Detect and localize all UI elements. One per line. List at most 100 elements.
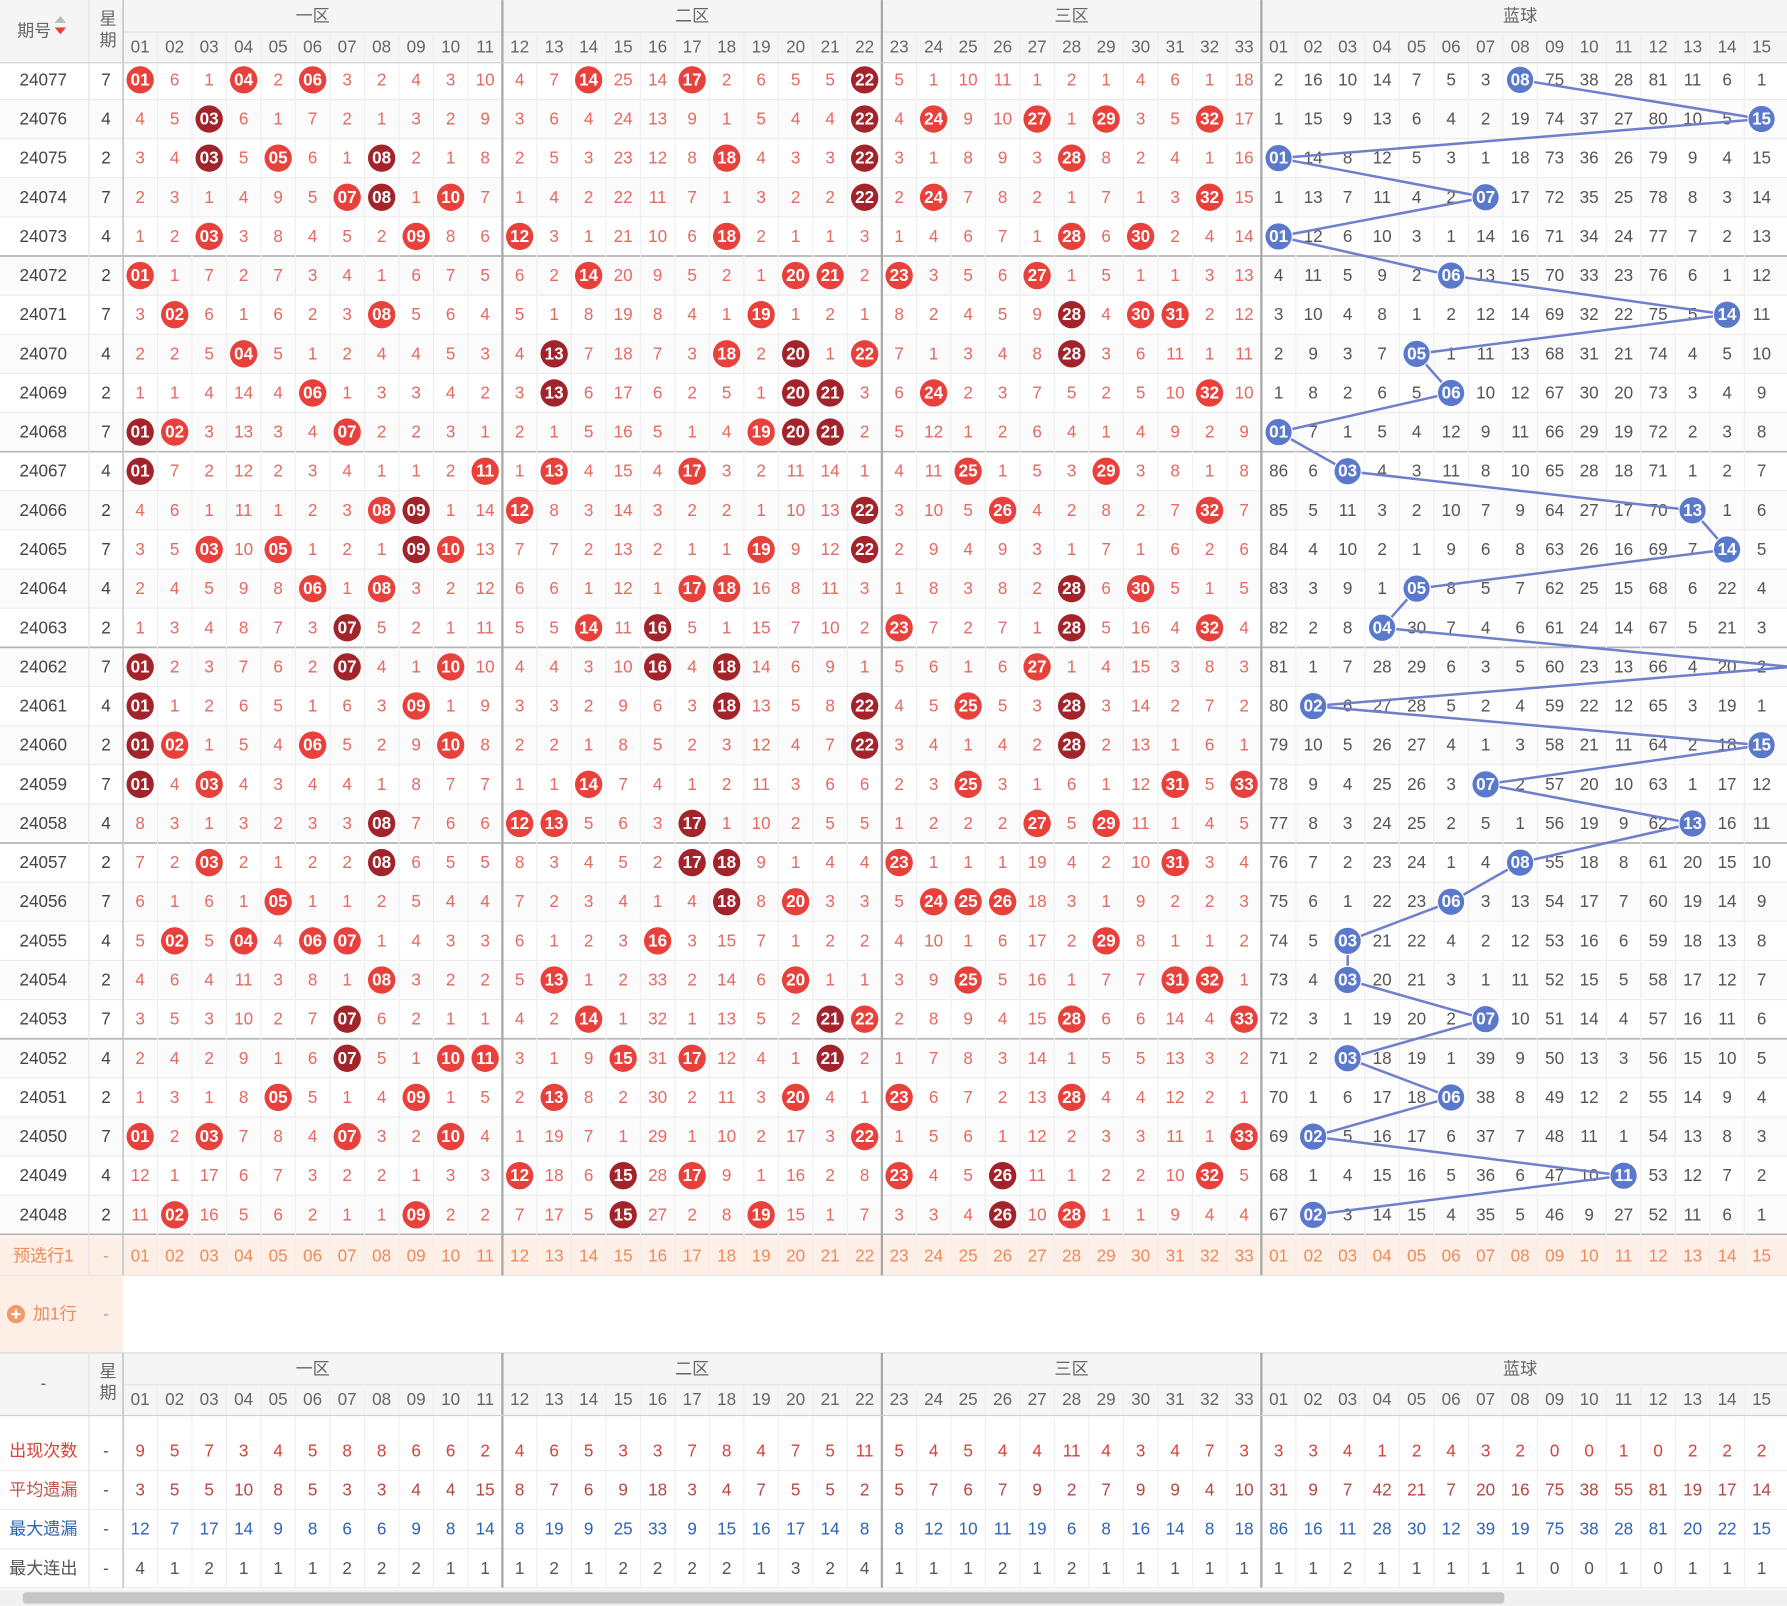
- omission: 5: [411, 305, 421, 324]
- stat-value: 86: [1269, 1520, 1288, 1539]
- omission: 6: [1308, 462, 1318, 481]
- omission: 5: [963, 266, 973, 285]
- stat-value: 21: [1407, 1481, 1426, 1500]
- stat-value: 4: [860, 1559, 870, 1578]
- omission: 6: [791, 657, 801, 676]
- stat-value: 7: [1446, 1481, 1456, 1500]
- red-ball: [850, 183, 879, 211]
- stat-value: 1: [1308, 1559, 1318, 1578]
- omission: 6: [1515, 618, 1525, 637]
- ball-number: 21: [821, 1049, 840, 1068]
- omission: 4: [998, 1010, 1008, 1029]
- omission: 7: [998, 227, 1008, 246]
- omission: 13: [1235, 266, 1254, 285]
- omission: 1: [894, 579, 904, 598]
- omission: 2: [377, 1166, 387, 1185]
- omission: 7: [1343, 657, 1353, 676]
- period: 24050: [20, 1127, 68, 1146]
- omission: 18: [1580, 853, 1599, 872]
- sort-up[interactable]: [54, 16, 67, 23]
- red-ball: [161, 1201, 189, 1229]
- ball-number: 06: [303, 736, 322, 755]
- omission: 7: [618, 775, 628, 794]
- red-ball: [919, 105, 948, 133]
- stat-value: 6: [549, 1441, 559, 1460]
- omission: 18: [1407, 1088, 1426, 1107]
- stat-value: 4: [515, 1441, 525, 1460]
- ball-number: 18: [717, 697, 736, 716]
- omission: 1: [308, 540, 318, 559]
- omission: 3: [515, 110, 525, 129]
- blue-ball: [1747, 104, 1776, 134]
- ball-number: 03: [200, 110, 219, 129]
- omission: 2: [1515, 775, 1525, 794]
- stat-value: 8: [1205, 1520, 1215, 1539]
- stat-value: 5: [825, 1441, 835, 1460]
- omission: 36: [1580, 149, 1599, 168]
- omission: 1: [687, 775, 697, 794]
- red-ball: [712, 144, 741, 172]
- omission: 71: [1269, 1049, 1288, 1068]
- omission: 2: [1412, 266, 1422, 285]
- omission: 4: [308, 227, 318, 246]
- omission: 10: [648, 227, 667, 246]
- ball-number: 10: [441, 540, 460, 559]
- omission: 61: [1649, 853, 1668, 872]
- omission: 1: [342, 1088, 352, 1107]
- omission: 2: [756, 1127, 766, 1146]
- omission: 2: [722, 775, 732, 794]
- omission: 4: [411, 344, 421, 363]
- red-ball: [574, 1005, 603, 1033]
- preselect-number: 23: [890, 1247, 909, 1266]
- red-ball: [850, 340, 879, 368]
- ball-number: 22: [855, 736, 874, 755]
- omission: 3: [929, 775, 939, 794]
- blue-ball: [1747, 730, 1776, 760]
- stat-value: 3: [1481, 1441, 1491, 1460]
- omission: 7: [1481, 501, 1491, 520]
- red-ball: [298, 731, 327, 759]
- omission: 4: [1412, 188, 1422, 207]
- omission: 15: [1718, 853, 1737, 872]
- omission: 3: [1274, 305, 1284, 324]
- omission: 4: [135, 971, 145, 990]
- omission: 2: [170, 227, 180, 246]
- omission: 6: [204, 892, 214, 911]
- omission: 6: [1343, 697, 1353, 716]
- red-ball: [1057, 301, 1086, 329]
- omission: 5: [687, 266, 697, 285]
- omission: 14: [1614, 618, 1633, 637]
- omission: 1: [1688, 462, 1698, 481]
- ball-number: 19: [752, 1205, 771, 1224]
- scrollbar-thumb[interactable]: [22, 1592, 1505, 1604]
- omission: 3: [963, 579, 973, 598]
- ball-number: 22: [855, 149, 874, 168]
- stat-value: 6: [377, 1520, 387, 1539]
- omission: 5: [1170, 579, 1180, 598]
- sort-down[interactable]: [54, 27, 67, 35]
- omission: 9: [1446, 540, 1456, 559]
- omission: 11: [1718, 1010, 1736, 1029]
- omission: 2: [756, 344, 766, 363]
- omission: 11: [925, 462, 943, 481]
- omission: 4: [1308, 540, 1318, 559]
- omission: 5: [1688, 305, 1698, 324]
- omission: 1: [1722, 501, 1732, 520]
- omission: 2: [549, 266, 559, 285]
- preselect-number: 12: [1649, 1247, 1668, 1266]
- ball-number: 09: [407, 540, 426, 559]
- stat-value: 14: [1752, 1481, 1771, 1500]
- ball-number: 08: [372, 305, 391, 324]
- omission: 2: [1205, 892, 1215, 911]
- red-ball: [1195, 966, 1224, 994]
- weekday: 2: [101, 501, 111, 520]
- omission: 6: [515, 931, 525, 950]
- omission: 11: [1304, 266, 1322, 285]
- omission: 1: [446, 618, 456, 637]
- omission: 70: [1269, 1088, 1288, 1107]
- weekday: 4: [101, 227, 111, 246]
- omission: 2: [860, 423, 870, 442]
- omission: 5: [549, 149, 559, 168]
- ball-number: 02: [165, 305, 184, 324]
